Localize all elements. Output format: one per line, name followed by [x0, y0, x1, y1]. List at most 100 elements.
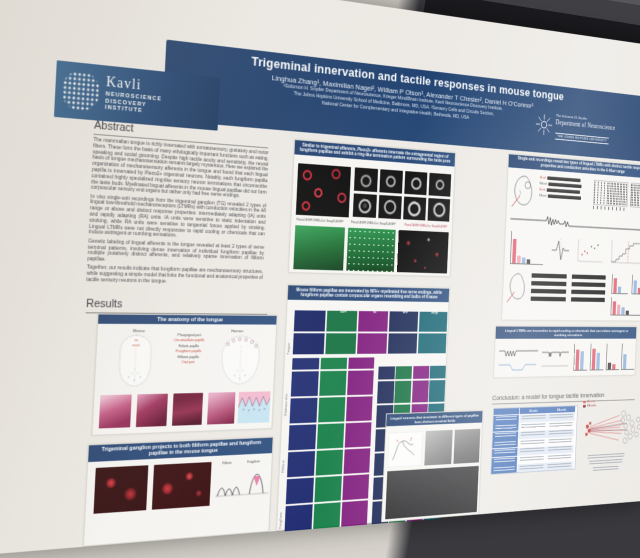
thick-trace — [572, 274, 606, 279]
mouse-recording-schematic — [509, 172, 536, 214]
stimulus-trace — [540, 342, 571, 377]
bar — [522, 257, 526, 263]
bar — [512, 239, 517, 263]
spike-tick-row — [593, 206, 626, 211]
bar — [580, 351, 584, 370]
conclusion-table: IA units RA units — [490, 405, 577, 475]
panel-piezo2-header: Similar to trigeminal afferents, Piezo2+… — [294, 140, 455, 166]
terminal-field-sketch — [387, 431, 423, 472]
panel-single-unit: Single-unit recordings reveal two types … — [501, 153, 640, 321]
fluorescence-image-rings — [296, 163, 351, 217]
bar-chart — [606, 344, 620, 371]
bar — [626, 311, 629, 315]
em-image — [403, 197, 426, 221]
fluorescence-image-red — [93, 465, 148, 514]
model-diagram: IA units RA units — [581, 398, 640, 455]
bar-chart — [611, 297, 640, 316]
bar-chart — [573, 344, 588, 371]
raster-plot — [630, 183, 640, 209]
table-row-label — [491, 465, 517, 474]
em-image — [429, 173, 452, 197]
grid-column-header: K8 — [360, 310, 389, 314]
grid-row-label: Fungiform — [279, 476, 285, 529]
table-cell — [517, 463, 545, 473]
stimulus-trace — [497, 342, 539, 378]
jhu-ribbon: THE JOHNS HOPKINS UNIVERSITY — [555, 132, 609, 144]
mouse-recording-schematic — [505, 271, 527, 309]
fungiform-label: Fungiform — [247, 460, 260, 465]
grid-column-header: EGFP — [329, 310, 358, 314]
ia-unit-label: IA unit — [539, 188, 545, 192]
spike-trace — [547, 177, 580, 182]
abstract-paragraph: Genetic labeling of lingual afferents in… — [87, 239, 264, 268]
abstract-text: The mammalian tongue is richly innervate… — [86, 138, 269, 290]
sun-neuron-icon — [535, 112, 554, 140]
fluorescence-image-red — [152, 462, 212, 510]
bar — [612, 364, 615, 369]
genotype-caption: Piezo2-EGFP-IRES-Cre; Snap25-EGFP — [404, 223, 449, 229]
grayscale-image-dark — [385, 466, 479, 519]
innervation-model-graphic — [581, 406, 640, 450]
abstract-paragraph: In vivo single-unit recordings from the … — [88, 194, 266, 243]
spike-trace — [547, 188, 580, 193]
ra-legend-swatch — [583, 405, 586, 407]
thick-trace — [571, 297, 605, 302]
bar — [608, 363, 611, 370]
grid-row-label: Tongue — [287, 310, 292, 354]
bar — [617, 305, 621, 315]
bar-chart — [621, 344, 635, 370]
raster-plot — [593, 180, 628, 207]
bar — [633, 280, 637, 293]
ra-unit-label: RA unit — [540, 182, 547, 186]
em-image — [378, 195, 402, 219]
fluorescence-grid — [285, 357, 375, 531]
unit-trace-block: IA unit RA unit IA unit RA unit — [539, 176, 590, 201]
histology-image — [172, 393, 203, 426]
bar — [613, 278, 617, 293]
grayscale-image — [424, 430, 452, 466]
funding-note — [587, 451, 625, 473]
em-image — [379, 169, 403, 193]
bar — [596, 353, 600, 370]
bar-chart — [590, 344, 605, 371]
thick-trace — [532, 273, 567, 278]
grid-column-header: NFH — [391, 310, 419, 314]
em-image — [353, 193, 377, 217]
ra-unit-label: RA unit — [539, 194, 546, 198]
bar — [592, 349, 596, 370]
thick-trace — [531, 289, 566, 294]
thick-trace — [571, 290, 605, 295]
em-image — [428, 198, 451, 222]
genotype-caption: Piezo2-EGFP-IRES-Cre; Snap25-EGFP — [296, 218, 346, 224]
bar — [623, 354, 627, 369]
fluorescence-image-green — [293, 225, 345, 270]
bar — [612, 301, 616, 314]
spike-trace — [548, 183, 581, 188]
panel-terminal-header: Lingual neurons that terminate in differ… — [386, 411, 482, 427]
panel-piezo2: Similar to trigeminal afferents, Piezo2+… — [288, 139, 456, 277]
panel-tg-projection: Trigeminal ganglion projects to both fil… — [83, 437, 274, 547]
panel-anatomy-header: The anatomy of the tongue — [98, 314, 277, 324]
fluorescence-image-merge — [397, 230, 449, 273]
thick-trace — [572, 282, 606, 287]
bar-chart — [611, 274, 628, 294]
em-image — [404, 171, 427, 195]
panel-cooling-header: Lingual LTMRs are insensitive to rapid c… — [496, 327, 637, 339]
bar — [618, 287, 621, 294]
em-image — [354, 167, 378, 192]
bar-chart — [510, 231, 544, 265]
bar — [575, 350, 579, 370]
ia-legend-swatch — [583, 401, 586, 403]
filiform-label: Filiform — [222, 461, 232, 465]
kavli-globe-icon — [61, 69, 101, 112]
thick-trace — [531, 297, 566, 302]
spike-waveform-plot — [550, 236, 571, 268]
scatter-plot — [575, 238, 605, 270]
cumulative-curve-chart — [609, 237, 640, 271]
genotype-caption: Piezo2-EGFP-IRES-Cre; Snap25-EGFP — [351, 220, 399, 226]
panel-cooling: Lingual LTMRs are insensitive to rapid c… — [493, 326, 637, 379]
panel-terminal-fields: Lingual neurons that terminate in differ… — [381, 410, 483, 522]
histology-image — [136, 394, 168, 427]
results-heading: Results — [86, 298, 268, 315]
